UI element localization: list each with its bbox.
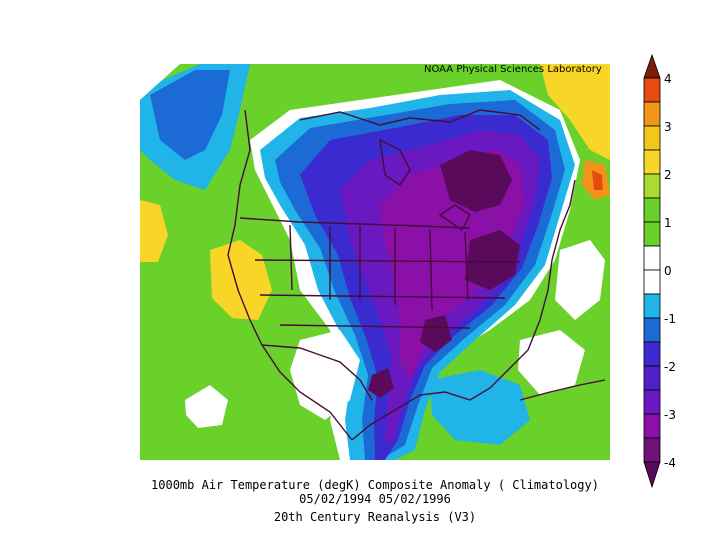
colorbar-tick: -3	[664, 408, 676, 422]
colorbar-bin-13	[643, 365, 661, 391]
cold-core-gulf	[368, 368, 394, 398]
colorbar-bin-7	[643, 221, 661, 247]
colorbar-bin-1	[643, 77, 661, 103]
colorbar-tick: 4	[664, 72, 672, 86]
colorbar-bin-12	[643, 341, 661, 367]
colorbar-bin-11	[643, 317, 661, 343]
caribbean-neutral	[518, 330, 585, 395]
colorbar-bin-10	[643, 293, 661, 319]
us-mexico-border	[261, 344, 373, 401]
color-bar: 4 3 2 1 0 -1 -2 -3 -4	[643, 53, 676, 489]
west-coastline	[227, 109, 353, 441]
colorbar-tick: -1	[664, 312, 676, 326]
state-lines-horizontal	[254, 259, 521, 329]
hudson-bay	[379, 138, 411, 186]
colorbar-bin-3	[643, 125, 661, 151]
us-canada-border	[239, 217, 471, 229]
anomaly-field	[140, 64, 610, 460]
great-lakes	[438, 204, 471, 232]
atlantic-hot	[592, 170, 603, 190]
colorbar-bin-2	[643, 101, 661, 127]
pacific-warm	[140, 200, 168, 262]
caption-dates: 05/02/1994 05/02/1996	[299, 492, 451, 506]
arctic-coastline	[299, 109, 541, 131]
cold-core-east	[465, 230, 520, 290]
colorbar-bin-6	[643, 197, 661, 223]
colorbar-bin-14	[643, 389, 661, 415]
caribbean-islands	[519, 379, 606, 401]
colorbar-tick: -4	[664, 456, 676, 470]
atlantic-neutral	[555, 240, 605, 320]
colorbar-top-arrow	[643, 53, 661, 79]
colorbar-tick: 1	[664, 216, 672, 230]
colorbar-tick: 3	[664, 120, 672, 134]
colorbar-tick: -2	[664, 360, 676, 374]
colorbar-bin-9	[643, 269, 661, 295]
colorbar-bottom-arrow	[643, 461, 661, 489]
cold-core-south	[420, 315, 452, 352]
colorbar-bin-5	[643, 173, 661, 199]
caption-title: 1000mb Air Temperature (degK) Composite …	[151, 478, 599, 492]
cold-core-north	[440, 150, 512, 212]
colorbar-tick: 0	[664, 264, 672, 278]
colorbar-bin-4	[643, 149, 661, 175]
caption-dataset: 20th Century Reanalysis (V3)	[273, 510, 477, 524]
colorbar-tick: 2	[664, 168, 672, 182]
colorbar-bin-16	[643, 437, 661, 463]
greenland-warm	[540, 64, 610, 160]
east-gulf-coastline	[351, 179, 576, 441]
credit-label: NOAA Physical Sciences Laboratory	[424, 64, 602, 75]
colorbar-bin-15	[643, 413, 661, 439]
gulf-light-cold	[430, 370, 530, 445]
colorbar-bin-8	[643, 245, 661, 271]
map-boundaries	[227, 109, 606, 441]
pacific-neutral	[185, 385, 228, 428]
nw-cold-mid	[150, 70, 230, 160]
state-lines-vertical	[289, 224, 469, 311]
